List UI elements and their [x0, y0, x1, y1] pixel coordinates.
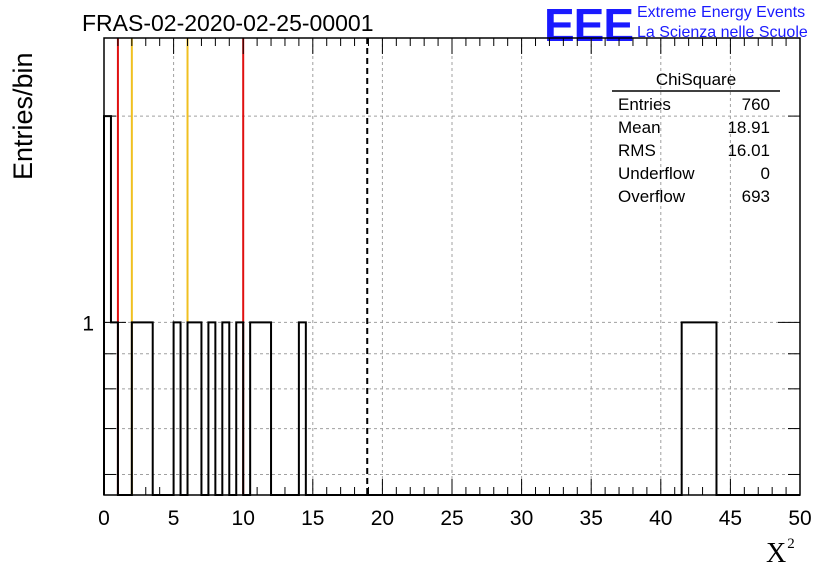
stats-title: ChiSquare: [656, 70, 736, 89]
x-axis-label: X2: [766, 536, 795, 570]
x-axis-label-base: X: [766, 538, 787, 569]
y-tick-label: 1: [82, 312, 94, 335]
stats-value: 18.91: [727, 118, 770, 137]
stats-value: 0: [761, 164, 770, 183]
organization-subtitle: La Scienza nelle Scuole: [637, 24, 808, 41]
x-tick-label: 35: [580, 507, 603, 530]
x-tick-label: 40: [649, 507, 672, 530]
stats-label: Underflow: [618, 164, 695, 183]
x-tick-label: 20: [371, 507, 394, 530]
x-tick-label: 50: [788, 507, 811, 530]
x-tick-label: 45: [719, 507, 742, 530]
x-tick-label: 10: [232, 507, 255, 530]
x-tick-label: 25: [440, 507, 463, 530]
x-axis-label-superscript: 2: [787, 536, 795, 552]
stats-label: Overflow: [618, 187, 686, 206]
x-tick-label: 0: [98, 507, 110, 530]
x-tick-label: 30: [510, 507, 533, 530]
stats-label: RMS: [618, 141, 656, 160]
stats-value: 760: [742, 95, 770, 114]
axis-ticks: 0 5 10 15 20 25 30 35 40 45 50 1: [82, 38, 812, 530]
organization-name: Extreme Energy Events: [637, 4, 806, 21]
x-tick-label: 15: [301, 507, 324, 530]
stats-label: Entries: [618, 95, 671, 114]
x-tick-label: 5: [168, 507, 180, 530]
stats-label: Mean: [618, 118, 661, 137]
chart-title: FRAS-02-2020-02-25-00001: [82, 10, 374, 36]
stats-value: 16.01: [727, 141, 770, 160]
stats-value: 693: [742, 187, 770, 206]
stats-box: ChiSquare Entries 760 Mean 18.91 RMS 16.01 Unde…: [612, 70, 780, 206]
